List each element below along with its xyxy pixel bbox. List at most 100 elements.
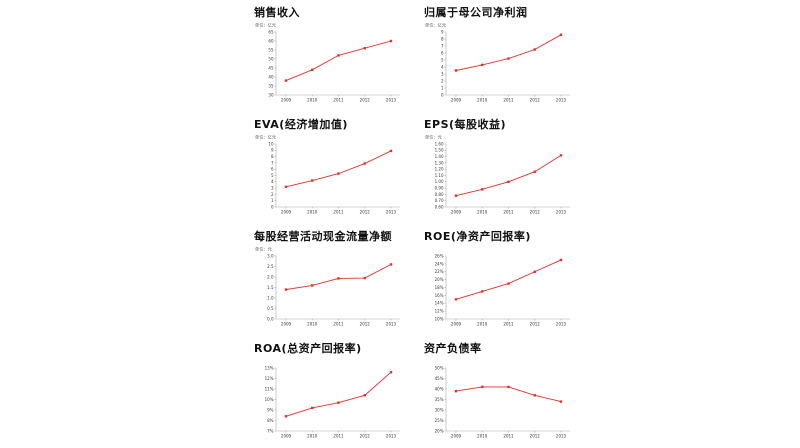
y-tick-label: 45 xyxy=(268,65,274,70)
y-tick-label: 0 xyxy=(441,92,444,97)
data-point-marker xyxy=(284,185,288,189)
y-tick-label: 6 xyxy=(271,167,274,172)
data-point-marker xyxy=(337,54,340,57)
line-chart: 单位：元 0.600.700.800.90 1.001.101.20 1.301.40… xyxy=(425,134,570,215)
y-tick-label: 2 xyxy=(441,78,444,83)
chart-title: 销售收入 xyxy=(254,6,300,19)
data-point-marker xyxy=(533,394,536,397)
y-tick-label: 5 xyxy=(441,57,444,62)
x-tick-label: 2012 xyxy=(530,434,541,439)
x-tick-label: 2012 xyxy=(360,322,371,327)
x-tick-label: 2009 xyxy=(281,98,292,103)
data-point-marker xyxy=(389,263,393,266)
y-tick-label: 4 xyxy=(441,64,444,69)
y-tick-label: 4 xyxy=(271,179,274,184)
data-point-marker xyxy=(389,39,393,43)
y-tick-label: 30 xyxy=(268,92,274,97)
data-point-marker xyxy=(389,149,393,153)
y-tick-label: 10 xyxy=(268,141,274,146)
y-tick-label: 0.5 xyxy=(267,306,274,311)
y-tick-label: 26% xyxy=(435,253,444,258)
data-point-marker xyxy=(454,298,458,301)
data-point-marker xyxy=(337,277,340,280)
y-tick-label: 1.00 xyxy=(435,179,444,184)
data-point-marker xyxy=(363,276,366,280)
y-tick-label: 1.5 xyxy=(267,285,274,290)
data-point-marker xyxy=(337,172,340,175)
y-tick-label: 40% xyxy=(435,386,444,391)
y-tick-label: 1.0 xyxy=(267,295,274,300)
data-point-marker xyxy=(507,180,510,183)
y-tick-label: 9 xyxy=(441,29,444,34)
y-tick-label: 3.0 xyxy=(267,253,274,258)
data-point-marker xyxy=(533,170,536,173)
data-line xyxy=(285,371,392,417)
y-tick-label: 30% xyxy=(435,407,444,412)
y-tick-label: 7 xyxy=(271,160,274,165)
data-point-marker xyxy=(337,401,340,404)
line-chart: 20% 25% 30% 35% 40% 45% 50% 2009 2010 2011 2012 201… xyxy=(435,365,570,439)
x-tick-label: 2012 xyxy=(360,98,371,103)
unit-label: 单位：元 xyxy=(425,134,442,141)
x-tick-label: 2011 xyxy=(503,98,514,103)
y-tick-label: 16% xyxy=(435,293,444,298)
data-point-marker xyxy=(559,400,563,403)
chart-cell-0: 销售收入 单位：亿元 30 35 40 45 50 55 60 65 2009 2010 2011 201… xyxy=(250,0,416,112)
y-tick-label: 1.40 xyxy=(435,154,444,159)
data-point-marker xyxy=(284,79,288,82)
data-point-marker xyxy=(454,194,458,197)
y-tick-label: 9 xyxy=(271,148,274,153)
y-tick-label: 65 xyxy=(268,29,274,34)
y-tick-label: 2.5 xyxy=(267,264,274,269)
chart-cell-2: EVA(经济增加值) 单位：亿元 0 1 2 3 4 5 6 7 8 9 10 2009 2010 2011 2… xyxy=(250,112,416,224)
x-tick-label: 2012 xyxy=(360,434,371,439)
data-point-marker xyxy=(389,371,393,374)
data-point-marker xyxy=(454,389,458,393)
line-chart: 单位：亿元 0 1 2 3 4 5 6 7 8 9 2009 2010 2011 2012 2013 xyxy=(425,22,570,103)
y-tick-label: 20% xyxy=(435,277,444,282)
x-tick-label: 2011 xyxy=(333,322,344,327)
x-tick-label: 2009 xyxy=(281,322,292,327)
x-tick-label: 2009 xyxy=(281,210,292,215)
chart-cell-3: EPS(每股收益) 单位：元 0.60 0.70 0.80 0.90 1.00 1.10 1.2… xyxy=(420,112,586,224)
chart-title: 归属于母公司净利润 xyxy=(424,6,528,19)
x-tick-label: 2009 xyxy=(451,98,462,103)
x-tick-label: 2010 xyxy=(307,322,318,327)
y-tick-label: 8 xyxy=(271,154,274,159)
unit-label: 单位：亿元 xyxy=(425,22,446,29)
chart-cell-4: 每股经营活动现金流量净额 单位：元 0.0 0.5 1.0 1.5 2.0 2.5 3.0 200… xyxy=(250,224,416,336)
x-tick-label: 2012 xyxy=(530,98,541,103)
chart-cell-1: 归属于母公司净利润 单位：亿元 0 1 2 3 4 5 6 7 8 9 2009 2010 2011 2012… xyxy=(420,0,586,112)
x-tick-label: 2013 xyxy=(386,322,397,327)
data-line xyxy=(285,40,392,82)
line-chart: 单位：亿元 30 35 40 45 50 55 60 65 2009 2010 2011 2012 201… xyxy=(255,22,400,103)
x-tick-label: 2013 xyxy=(556,322,567,327)
data-line xyxy=(285,264,392,291)
y-tick-label: 12% xyxy=(265,376,274,381)
y-tick-label: 1 xyxy=(271,198,274,203)
y-tick-label: 0.90 xyxy=(435,186,444,191)
line-chart: 7% 8% 9% 10% 11% 12% 13% 2009 2010 2011 2012 2013 xyxy=(265,365,400,439)
y-tick-label: 10% xyxy=(435,316,444,321)
y-tick-label: 2 xyxy=(271,192,274,197)
x-tick-label: 2011 xyxy=(503,322,514,327)
y-tick-label: 1 xyxy=(441,85,444,90)
y-tick-label: 20% xyxy=(435,428,444,433)
x-tick-label: 2010 xyxy=(307,210,318,215)
chart-title: EPS(每股收益) xyxy=(424,118,507,131)
data-point-marker xyxy=(363,47,366,50)
data-point-marker xyxy=(481,290,484,293)
x-tick-label: 2013 xyxy=(386,98,397,103)
data-point-marker xyxy=(481,385,484,389)
data-point-marker xyxy=(507,57,510,60)
x-tick-label: 2010 xyxy=(477,98,488,103)
data-point-marker xyxy=(311,179,314,182)
y-tick-label: 22% xyxy=(435,269,444,274)
data-point-marker xyxy=(559,258,563,262)
y-tick-label: 45% xyxy=(435,376,444,381)
y-tick-label: 1.50 xyxy=(435,148,444,153)
charts-grid: 销售收入 单位：亿元 30 35 40 45 50 55 60 65 2009 2010 2011 201… xyxy=(250,0,586,448)
data-line xyxy=(285,150,392,188)
data-point-marker xyxy=(507,385,510,389)
